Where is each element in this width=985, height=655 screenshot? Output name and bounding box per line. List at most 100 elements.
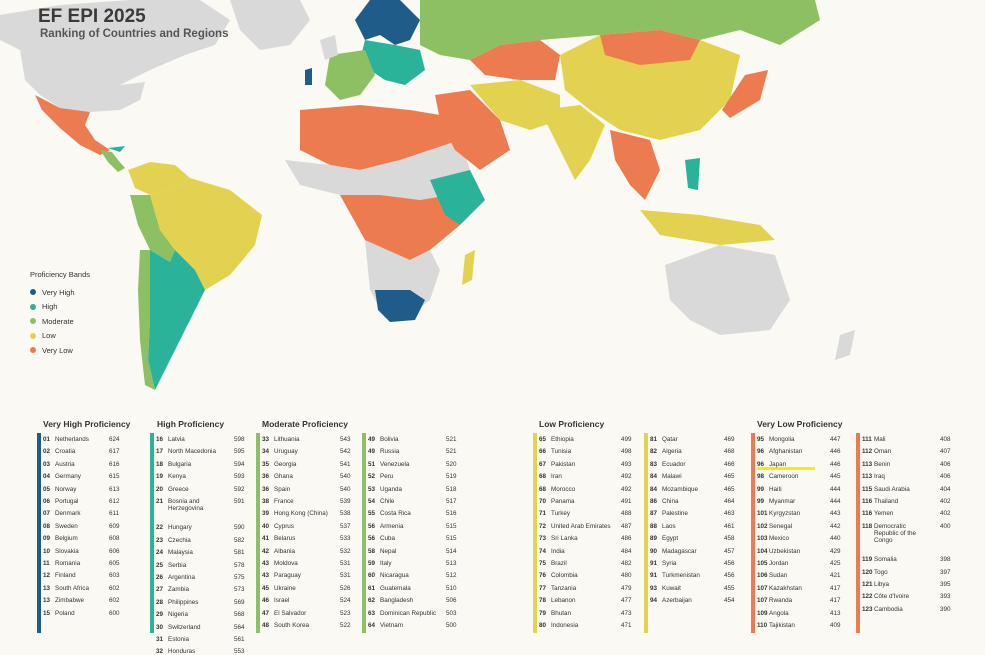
page-subtitle: Ranking of Countries and Regions: [40, 28, 229, 40]
country-name: Sudan: [769, 572, 788, 580]
rank: 26: [156, 574, 164, 581]
rank: 60: [368, 572, 376, 580]
score: 539: [340, 498, 351, 505]
rank: 35: [262, 460, 270, 468]
country-name: Ethiopia: [551, 436, 574, 443]
rank: 41: [262, 535, 270, 543]
rank: 107: [757, 584, 768, 592]
score: 605: [109, 560, 120, 567]
map-colombia-venezuela: [128, 162, 190, 195]
legend-item: Moderate: [30, 314, 90, 329]
score: 514: [446, 547, 457, 555]
country-name: Iraq: [874, 473, 885, 481]
legend-label: Very Low: [42, 345, 73, 355]
score: 503: [446, 609, 457, 617]
legend-title: Proficiency Bands: [30, 270, 91, 279]
score: 447: [830, 436, 841, 443]
world-map: [0, 0, 855, 390]
score: 512: [446, 572, 457, 580]
rank: 71: [539, 510, 547, 518]
country-name: Palestine: [662, 510, 688, 518]
country-name: Togo: [874, 568, 888, 576]
score: 461: [724, 522, 735, 530]
country-name: Thailand: [874, 498, 899, 505]
rank: 104: [757, 547, 768, 555]
score: 466: [724, 460, 735, 468]
rank: 61: [368, 584, 376, 592]
map-cuba: [108, 146, 125, 152]
country-name: Sweden: [55, 522, 78, 530]
score: 425: [830, 560, 841, 567]
rank: 31: [156, 636, 164, 643]
proficiency-band-bar: [256, 433, 260, 633]
country-name: Chile: [380, 498, 395, 505]
rank: 113: [862, 460, 873, 468]
country-name: Bulgaria: [168, 460, 192, 468]
rank: 49: [368, 436, 376, 443]
rank: 77: [539, 584, 547, 592]
country-name: Hungary: [168, 524, 192, 532]
country-name: Ecuador: [662, 460, 686, 468]
rank: 93: [650, 584, 658, 592]
rank: 109: [757, 609, 768, 617]
score: 500: [446, 622, 457, 629]
rank: 99: [757, 485, 765, 493]
rank: 84: [650, 485, 658, 493]
rank: 105: [757, 560, 768, 567]
rank: 118: [862, 522, 873, 530]
country-name: Madagascar: [662, 547, 697, 555]
score: 517: [446, 498, 457, 505]
score: 492: [621, 473, 632, 481]
score: 615: [109, 473, 120, 481]
rank: 70: [539, 498, 547, 505]
score: 515: [446, 522, 457, 530]
country-name: Belgium: [55, 535, 78, 543]
country-name: Democratic Republic of the Congo: [874, 522, 917, 544]
rank: 55: [368, 510, 376, 518]
map-north-africa: [300, 105, 460, 170]
score: 408: [940, 436, 951, 443]
rank: 87: [650, 510, 658, 518]
proficiency-band-bar: [644, 433, 648, 633]
rank: 91: [650, 572, 658, 580]
rank: 38: [262, 498, 270, 505]
map-argentina: [148, 250, 205, 390]
score: 523: [340, 609, 351, 617]
score: 602: [109, 584, 120, 592]
country-name: Nigeria: [168, 611, 188, 619]
score: 617: [109, 448, 120, 456]
country-name: Cambodia: [874, 605, 903, 613]
page-title: EF EPI 2025: [38, 6, 146, 27]
score: 603: [109, 572, 120, 580]
japan-highlight: [757, 466, 815, 470]
country-name: Austria: [55, 460, 75, 468]
score: 487: [621, 522, 632, 530]
rank: 04: [43, 473, 51, 481]
country-name: Mozambique: [662, 485, 699, 493]
rank: 43: [262, 572, 270, 580]
rank: 74: [539, 547, 547, 555]
country-name: Bolivia: [380, 436, 399, 443]
country-name: Libya: [874, 581, 890, 588]
country-name: Oman: [874, 448, 892, 456]
map-new-zealand: [835, 330, 855, 360]
legend-swatch: [30, 289, 36, 296]
rank: 02: [43, 448, 51, 456]
rank: 34: [262, 448, 270, 456]
score: 442: [830, 522, 841, 530]
rank: 82: [650, 448, 658, 456]
rank: 66: [539, 448, 547, 456]
score: 446: [830, 460, 841, 468]
country-name: Kenya: [168, 473, 186, 481]
country-name: Vietnam: [380, 622, 403, 629]
rank: 116: [862, 510, 873, 518]
rank: 22: [156, 524, 164, 532]
country-name: Ghana: [274, 473, 293, 481]
rank: 17: [156, 448, 164, 456]
map-central-europe: [360, 40, 425, 85]
proficiency-band-bar: [751, 433, 755, 633]
country-name: Switzerland: [168, 623, 201, 631]
country-name: Benin: [874, 460, 891, 468]
score: 443: [830, 510, 841, 518]
score: 404: [940, 485, 951, 493]
